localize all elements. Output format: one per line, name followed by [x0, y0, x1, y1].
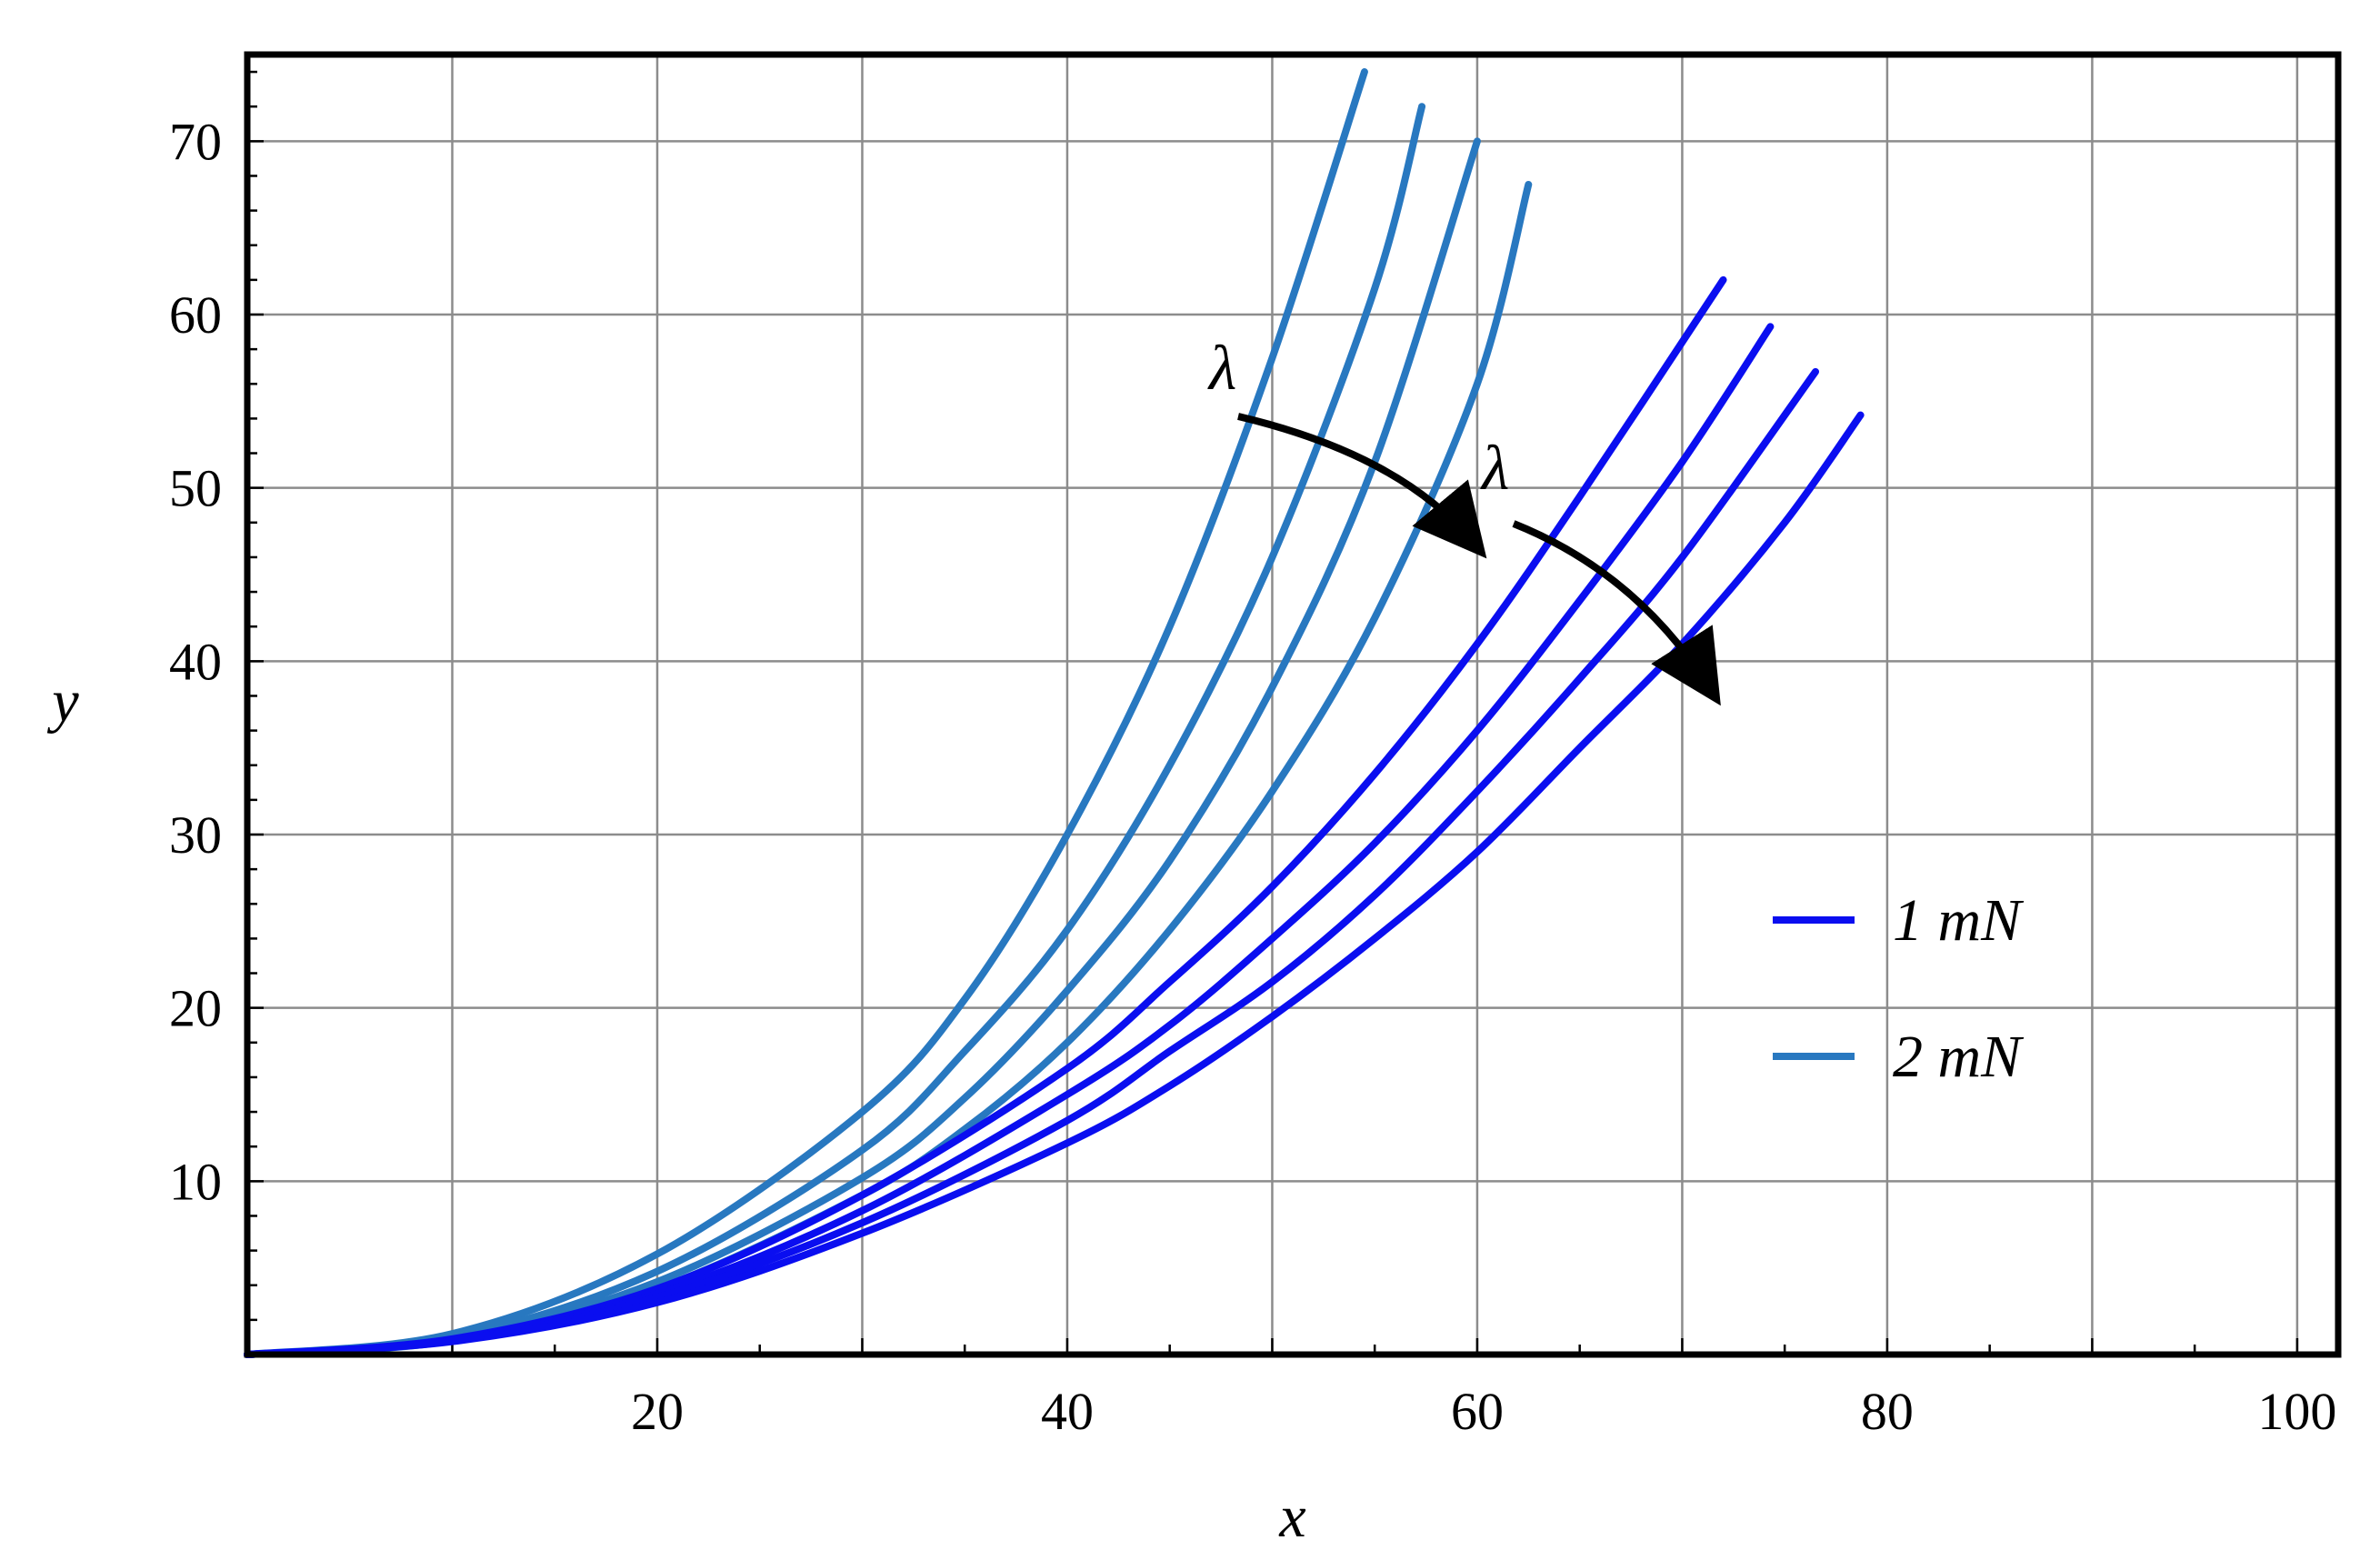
- y-tick-label: 60: [169, 285, 222, 345]
- legend-label-2mn: 2 mN: [1893, 1024, 2025, 1090]
- x-tick-label: 20: [631, 1382, 684, 1441]
- series-line-2mn-0: [244, 68, 1368, 1358]
- x-tick-label: 60: [1451, 1382, 1504, 1441]
- y-tick-label: 10: [169, 1152, 222, 1211]
- lambda-arrow-2mn: [1237, 413, 1487, 559]
- series-lines: [244, 68, 1865, 1358]
- lambda-label-2mn: λ: [1207, 334, 1236, 404]
- x-tick-labels: 20 40 60 80 100: [631, 1382, 2336, 1441]
- y-tick-label: 50: [169, 459, 222, 518]
- series-line-1mn-5: [244, 323, 1775, 1358]
- y-axis-label: y: [46, 668, 79, 735]
- y-tick-label: 70: [169, 112, 222, 171]
- lambda-label-1mn: λ: [1480, 434, 1509, 504]
- y-tick-labels: 10 20 30 40 50 60 70: [169, 112, 222, 1211]
- x-tick-label: 80: [1861, 1382, 1914, 1441]
- series-line-2mn-1: [244, 103, 1426, 1358]
- legend-item-1mn: 1 mN: [1773, 887, 2025, 954]
- lambda-arrow-1mn: [1512, 520, 1721, 706]
- y-tick-label: 20: [169, 979, 222, 1038]
- legend-item-2mn: 2 mN: [1773, 1024, 2025, 1090]
- grid: [247, 55, 2338, 1355]
- plot-frame: [244, 51, 2342, 1358]
- lambda-annotations: λ λ: [1207, 334, 1721, 706]
- legend-label-1mn: 1 mN: [1893, 887, 2025, 954]
- x-tick-label: 100: [2257, 1382, 2336, 1441]
- series-line-1mn-7: [244, 411, 1865, 1358]
- y-tick-label: 40: [169, 632, 222, 691]
- x-axis-label: x: [1278, 1484, 1305, 1550]
- series-line-1mn-6: [244, 367, 1819, 1358]
- x-tick-label: 40: [1041, 1382, 1094, 1441]
- legend: 1 mN 2 mN: [1773, 887, 2025, 1090]
- y-tick-label: 30: [169, 805, 222, 865]
